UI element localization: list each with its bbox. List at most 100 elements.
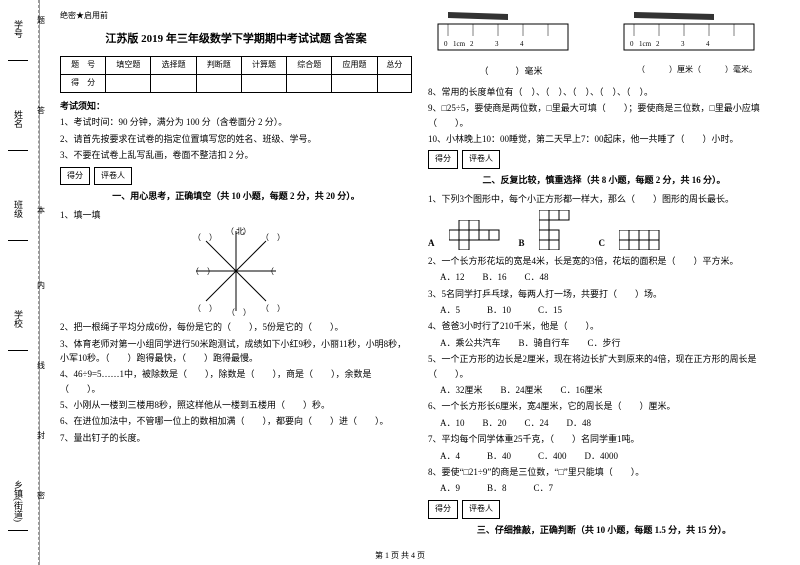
question: 5、一个正方形的边长是2厘米，现在将边长扩大到原来的4倍，现在正方形的周长是（ … <box>428 352 780 381</box>
svg-text:2: 2 <box>656 40 660 48</box>
seal-word: 题 <box>37 15 45 26</box>
svg-text:（: （ <box>226 227 234 236</box>
svg-text:（ ）: （ ） <box>227 308 251 316</box>
notice-item: 1、考试时间：90 分钟，满分为 100 分（含卷面分 2 分）。 <box>60 115 412 129</box>
scorer-name: 评卷人 <box>462 500 500 519</box>
scorer-score: 得分 <box>428 500 458 519</box>
section3-title: 三、仔细推敲，正确判断（共 10 小题，每题 1.5 分，共 15 分）。 <box>428 523 780 537</box>
notice-item: 3、不要在试卷上乱写乱画，卷面不整洁扣 2 分。 <box>60 148 412 162</box>
secret-label: 绝密★启用前 <box>60 10 412 23</box>
page-footer: 第 1 页 共 4 页 <box>0 550 800 561</box>
section2-title: 二、反复比较，慎重选择（共 8 小题，每题 2 分，共 16 分）。 <box>428 173 780 187</box>
scorer-name: 评卷人 <box>94 167 132 186</box>
options: A．10 B．20 C．24 D．48 <box>428 416 780 430</box>
score-header: 综合题 <box>287 57 332 75</box>
shape-label-b: B <box>519 236 525 250</box>
margin-underline <box>8 240 28 241</box>
shape-label-c: C <box>599 236 606 250</box>
svg-text:3: 3 <box>495 40 499 48</box>
scorer-score: 得分 <box>60 167 90 186</box>
question: 7、量出钉子的长度。 <box>60 431 412 445</box>
score-header: 填空题 <box>106 57 151 75</box>
seal-word: 答 <box>37 105 45 116</box>
svg-text:0: 0 <box>630 40 634 48</box>
svg-text:1cm: 1cm <box>639 40 652 48</box>
svg-text:（ ）: （ ） <box>266 267 281 276</box>
margin-label-class: 班级 <box>12 200 25 218</box>
seal-word: 本 <box>37 205 45 216</box>
exam-title: 江苏版 2019 年三年级数学下学期期中考试试题 含答案 <box>60 31 412 49</box>
score-cell <box>377 75 411 93</box>
question: 4、爸爸3小时行了210千米，他是（ ）。 <box>428 319 780 333</box>
svg-text:1cm: 1cm <box>453 40 466 48</box>
svg-text:4: 4 <box>520 40 524 48</box>
seal-word: 内 <box>37 280 45 291</box>
question: 8、要使“□21÷9”的商是三位数，“□”里只能填（ ）。 <box>428 465 780 479</box>
margin-underline <box>8 350 28 351</box>
svg-text:4: 4 <box>706 40 710 48</box>
compass-diagram: （ 北 ） （ ） （ ） （ ） （ ） （ ） （ ） （ ） <box>191 226 281 316</box>
seal-word: 密 <box>37 490 45 501</box>
margin-label-school: 学校 <box>12 310 25 328</box>
score-header: 题 号 <box>61 57 106 75</box>
score-cell <box>241 75 286 93</box>
options: A．12 B．16 C．48 <box>428 270 780 284</box>
svg-text:）: ） <box>243 227 251 236</box>
scorer-box: 得分 评卷人 <box>428 150 780 169</box>
options: A．4 B．40 C．400 D．4000 <box>428 449 780 463</box>
scorer-box: 得分 评卷人 <box>60 167 412 186</box>
margin-label-town: 乡镇(街道) <box>12 480 25 522</box>
question: 1、下列3个图形中，每个小正方形都一样大，那么（ ）图形的周长最长。 <box>428 192 780 206</box>
ruler-answer-right: （ ）厘米（ ）毫米。 <box>614 64 780 77</box>
question: 3、体育老师对第一小组同学进行50米跑测试，成绩如下小红9秒，小丽11秒，小明8… <box>60 337 412 366</box>
ruler-right: 0 1cm 2 3 4 （ ）厘米（ ）毫米。 <box>614 10 780 79</box>
shape-label-a: A <box>428 236 435 250</box>
options: A．9 B．8 C．7 <box>428 481 780 495</box>
svg-text:（ ）: （ ） <box>261 304 281 313</box>
question: 6、一个长方形长6厘米，宽4厘米，它的周长是（ ）厘米。 <box>428 399 780 413</box>
section1-title: 一、用心思考，正确填空（共 10 小题，每题 2 分，共 20 分）。 <box>60 189 412 203</box>
question: 2、把一根绳子平均分成6份，每份是它的（ ），5份是它的（ ）。 <box>60 320 412 334</box>
score-cell <box>151 75 196 93</box>
ruler-answer-left: （ ）毫米 <box>428 64 594 78</box>
score-row-label: 得 分 <box>61 75 106 93</box>
shape-a <box>449 220 509 250</box>
svg-text:（ ）: （ ） <box>261 233 281 242</box>
options: A．5 B．10 C．15 <box>428 303 780 317</box>
question: 2、一个长方形花坛的宽是4米，长是宽的3倍，花坛的面积是（ ）平方米。 <box>428 254 780 268</box>
question: 3、5名同学打乒乓球，每两人打一场，共要打（ ）场。 <box>428 287 780 301</box>
scorer-score: 得分 <box>428 150 458 169</box>
left-column: 绝密★启用前 江苏版 2019 年三年级数学下学期期中考试试题 含答案 题 号 … <box>52 10 420 555</box>
options: A．32厘米 B．24厘米 C．16厘米 <box>428 383 780 397</box>
seal-word: 封 <box>37 430 45 441</box>
shape-c <box>619 230 669 250</box>
score-cell <box>196 75 241 93</box>
svg-text:（ ）: （ ） <box>193 233 217 242</box>
right-column: 0 1cm 2 3 4 （ ）毫米 <box>420 10 788 555</box>
options: A．乘公共汽车 B．骑自行车 C．步行 <box>428 336 780 350</box>
score-cell <box>332 75 377 93</box>
svg-text:（ ）: （ ） <box>191 267 215 276</box>
main-content: 绝密★启用前 江苏版 2019 年三年级数学下学期期中考试试题 含答案 题 号 … <box>40 0 800 565</box>
score-header: 计算题 <box>241 57 286 75</box>
margin-label-name: 姓名 <box>12 110 25 128</box>
scorer-name: 评卷人 <box>462 150 500 169</box>
score-cell <box>106 75 151 93</box>
question: 1、填一填 <box>60 208 412 222</box>
score-header: 应用题 <box>332 57 377 75</box>
notice-title: 考试须知： <box>60 99 412 113</box>
score-header: 判断题 <box>196 57 241 75</box>
score-cell <box>287 75 332 93</box>
svg-text:（ ）: （ ） <box>193 304 217 313</box>
question: 9、□25÷5，要使商是两位数，□里最大可填（ ）；要使商是三位数，□里最小应填… <box>428 101 780 130</box>
ruler-left: 0 1cm 2 3 4 （ ）毫米 <box>428 10 594 79</box>
svg-text:0: 0 <box>444 40 448 48</box>
margin-underline <box>8 150 28 151</box>
scorer-box: 得分 评卷人 <box>428 500 780 519</box>
score-table: 题 号 填空题 选择题 判断题 计算题 综合题 应用题 总分 得 分 <box>60 56 412 93</box>
question: 6、在进位加法中，不管哪一位上的数相加满（ ），都要向（ ）进（ ）。 <box>60 414 412 428</box>
score-header: 总分 <box>377 57 411 75</box>
margin-underline <box>8 530 28 531</box>
question: 8、常用的长度单位有（ ）、（ ）、（ ）、（ ）、（ ）。 <box>428 85 780 99</box>
margin-label-xuehao: 学号 <box>12 20 25 38</box>
